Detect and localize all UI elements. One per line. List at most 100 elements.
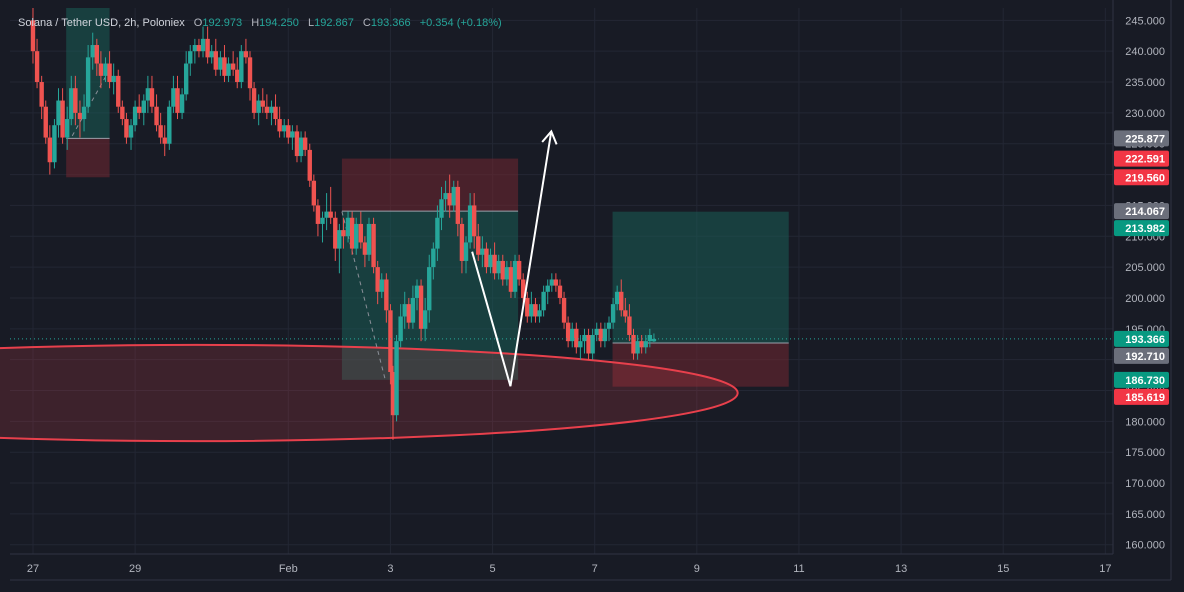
high-label: H xyxy=(251,17,260,29)
position-stop-zone[interactable] xyxy=(341,158,519,212)
candle-body xyxy=(162,137,167,144)
candle-body xyxy=(366,223,372,255)
price-tag-label: 186.730 xyxy=(1125,375,1165,387)
candle-body xyxy=(251,88,257,113)
price-tag[interactable] xyxy=(1114,330,1169,347)
candle-body xyxy=(260,100,265,107)
candle-body xyxy=(375,267,380,292)
candle-body xyxy=(273,106,278,120)
y-tick-label: 170.000 xyxy=(1125,478,1165,490)
candle-body xyxy=(302,137,308,150)
x-tick-label: 7 xyxy=(592,563,598,575)
price-tag[interactable] xyxy=(1114,347,1169,364)
x-tick-label: 29 xyxy=(129,563,141,575)
position-dashed-line xyxy=(70,69,111,138)
candle-body xyxy=(390,372,396,416)
candle-body xyxy=(247,57,253,89)
position-profit-zone[interactable] xyxy=(612,211,789,343)
candle-body xyxy=(639,341,644,348)
candle-body xyxy=(52,125,57,163)
highlight-ellipse[interactable] xyxy=(0,343,739,443)
candle-body xyxy=(414,285,420,298)
candle-body xyxy=(349,217,355,249)
x-tick-label: 3 xyxy=(387,563,393,575)
y-tick-label: 205.000 xyxy=(1125,262,1165,274)
candle-body xyxy=(145,88,151,101)
candle-body xyxy=(30,20,36,52)
price-tag[interactable] xyxy=(1114,388,1169,405)
candle-body xyxy=(492,254,497,274)
candle-body xyxy=(651,338,657,342)
candle-body xyxy=(230,63,236,70)
candle-body xyxy=(43,106,48,138)
candle-body xyxy=(643,341,648,348)
candle-body xyxy=(239,51,244,83)
price-tag-label: 192.710 xyxy=(1125,351,1165,363)
candle-body xyxy=(158,125,163,138)
candle-body xyxy=(647,334,653,342)
x-tick-label: 11 xyxy=(793,563,804,575)
price-tag[interactable] xyxy=(1114,371,1169,388)
candle-body xyxy=(463,242,469,261)
candle-body xyxy=(81,106,87,120)
candle-body xyxy=(205,38,210,58)
candle-body xyxy=(256,100,261,113)
candle-body xyxy=(565,322,571,342)
candle-body xyxy=(631,334,636,354)
candle-body xyxy=(98,63,104,76)
position-stop-zone[interactable] xyxy=(66,138,110,178)
price-tag[interactable] xyxy=(1114,150,1169,167)
candle-body xyxy=(480,248,485,255)
price-tag[interactable] xyxy=(1114,203,1169,220)
candle-body xyxy=(120,106,125,120)
candle-body xyxy=(39,82,44,107)
candle-body xyxy=(557,285,563,298)
candle-body xyxy=(277,119,282,132)
candle-body xyxy=(553,279,559,286)
candle-body xyxy=(500,260,505,280)
candle-body xyxy=(582,334,587,342)
candle-body xyxy=(328,211,333,218)
candle-body xyxy=(512,260,518,292)
candle-body xyxy=(69,88,74,120)
candle-body xyxy=(128,125,134,138)
projection-arrow[interactable] xyxy=(471,131,553,387)
candle-body xyxy=(471,205,477,237)
close-label: C xyxy=(362,17,371,29)
candle-body xyxy=(103,63,108,76)
candle-body xyxy=(476,236,481,255)
candle-body xyxy=(406,304,412,323)
x-tick-label: 17 xyxy=(1099,563,1111,575)
candle-body xyxy=(341,230,346,237)
candle-body xyxy=(320,217,325,224)
candle-body xyxy=(379,279,384,292)
candle-body xyxy=(537,310,542,317)
candle-body xyxy=(124,119,129,138)
candle-body xyxy=(459,223,465,261)
y-tick-label: 165.000 xyxy=(1125,509,1165,521)
candle-body xyxy=(235,69,240,83)
price-tag[interactable] xyxy=(1114,169,1169,186)
candle-body xyxy=(549,279,554,286)
price-tag-label: 185.619 xyxy=(1125,392,1165,404)
candle-body xyxy=(384,279,389,311)
candle-body xyxy=(439,199,444,218)
candle-body xyxy=(418,285,424,329)
price-tag-label: 222.591 xyxy=(1125,154,1165,166)
price-tag[interactable] xyxy=(1114,130,1169,147)
price-tag[interactable] xyxy=(1114,220,1169,237)
symbol-name[interactable]: Solana / Tether USD, 2h, Poloniex xyxy=(18,17,185,29)
candle-body xyxy=(574,328,579,348)
candle-body xyxy=(64,119,70,138)
candle-body xyxy=(286,125,291,138)
candle-body xyxy=(402,304,407,317)
candle-body xyxy=(213,51,218,70)
x-tick-label: 5 xyxy=(490,563,496,575)
candle-body xyxy=(85,57,91,107)
candle-body xyxy=(619,291,624,311)
candle-body xyxy=(337,230,342,249)
candle-body xyxy=(443,193,448,200)
symbol-legend: Solana / Tether USD, 2h, Poloniex O192.9… xyxy=(18,17,502,29)
candle-body xyxy=(107,63,112,83)
